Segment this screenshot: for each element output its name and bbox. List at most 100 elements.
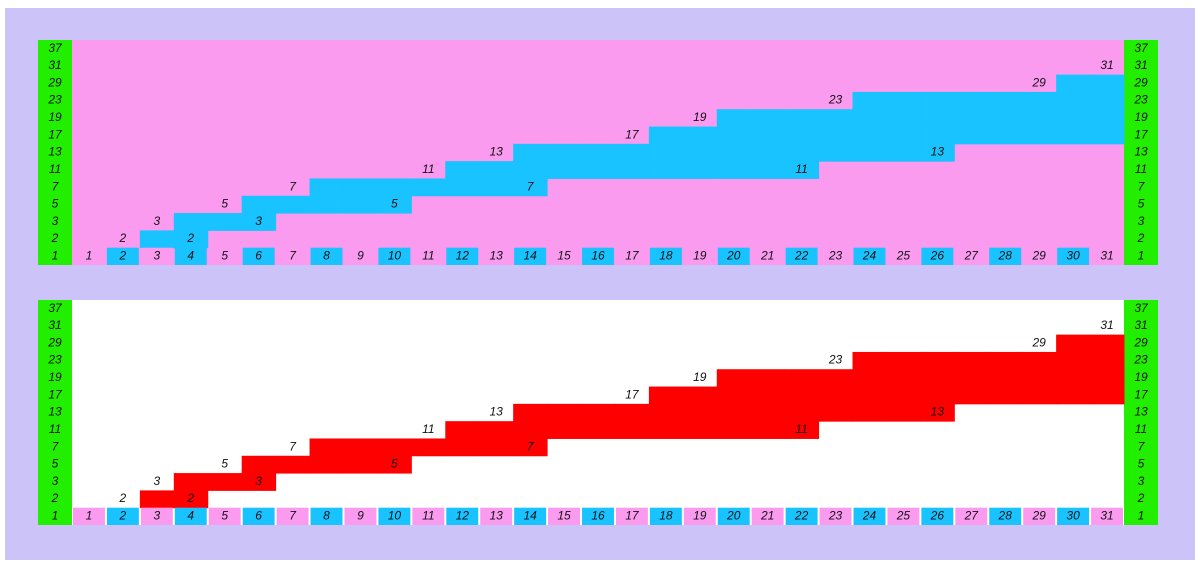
column-cell — [819, 507, 852, 525]
band-cell — [784, 143, 820, 162]
row-label: 11 — [1135, 162, 1147, 176]
row-label: 3 — [1138, 474, 1145, 488]
row-label: 37 — [48, 301, 63, 315]
band-cell — [954, 369, 989, 388]
band-cell — [920, 143, 955, 162]
band-cell — [513, 161, 548, 179]
band-cell — [886, 369, 921, 388]
column-cell — [412, 247, 445, 265]
column-cell — [106, 247, 139, 265]
column-label: 26 — [930, 509, 945, 523]
band-cell — [988, 386, 1023, 405]
column-cell — [683, 507, 716, 525]
band-cell — [852, 91, 887, 110]
column-label: 6 — [255, 509, 262, 523]
column-cell — [683, 247, 716, 265]
cell-label: 11 — [422, 422, 434, 436]
band-cell — [445, 161, 480, 179]
cell-label: 11 — [422, 162, 434, 176]
band-cell — [581, 161, 616, 179]
band-cell — [920, 126, 955, 145]
band-cell — [886, 351, 921, 370]
column-label: 2 — [119, 249, 127, 263]
column-label: 15 — [557, 509, 571, 523]
band-cell — [309, 438, 344, 457]
cell-label: 2 — [186, 491, 194, 505]
column-label: 25 — [896, 509, 911, 523]
band-cell — [581, 143, 616, 162]
column-label: 31 — [1100, 509, 1113, 523]
band-cell — [750, 403, 786, 422]
band-cell — [1022, 386, 1057, 405]
row-label: 2 — [51, 491, 59, 505]
column-cell — [310, 507, 343, 525]
column-label: 12 — [456, 249, 470, 263]
band-cell — [1022, 351, 1057, 370]
column-cell — [446, 247, 479, 265]
column-cell — [819, 247, 852, 265]
column-cell — [344, 247, 377, 265]
band-cell — [818, 143, 854, 162]
row-label: 29 — [47, 75, 62, 89]
band-cell — [207, 213, 243, 231]
column-label: 16 — [591, 509, 605, 523]
row-label: 1 — [1138, 509, 1145, 523]
band-cell — [614, 161, 650, 179]
column-label: 27 — [964, 249, 980, 263]
band-cell — [513, 438, 548, 457]
row-label: 29 — [1133, 335, 1148, 349]
band-cell — [750, 161, 786, 179]
column-label: 10 — [388, 509, 402, 523]
band-cell — [275, 195, 311, 214]
cell-label: 23 — [828, 353, 843, 367]
row-label: 23 — [1133, 93, 1148, 107]
column-label: 18 — [659, 249, 673, 263]
column-cell — [582, 507, 614, 525]
column-label: 23 — [828, 249, 843, 263]
band-cell — [988, 126, 1023, 145]
row-label: 3 — [1138, 214, 1145, 228]
column-label: 1 — [86, 249, 93, 263]
cell-label: 31 — [1100, 58, 1113, 72]
row-label: 2 — [51, 231, 59, 245]
column-label: 24 — [862, 509, 877, 523]
band-cell — [716, 143, 752, 162]
column-cell — [480, 507, 513, 525]
column-label: 3 — [153, 249, 160, 263]
column-cell — [344, 507, 377, 525]
band-cell — [614, 143, 650, 162]
band-cell — [954, 109, 989, 128]
cell-label: 29 — [1031, 75, 1046, 89]
row-label: 31 — [1134, 58, 1147, 72]
column-cell — [649, 247, 682, 265]
band-cell — [1090, 334, 1125, 353]
band-cell — [784, 386, 820, 405]
row-label: 7 — [1138, 179, 1146, 193]
column-cell — [1091, 247, 1123, 265]
column-cell — [548, 507, 581, 525]
band-cell — [513, 178, 548, 197]
cell-label: 7 — [527, 439, 535, 453]
band-cell — [513, 143, 548, 162]
band-cell — [1090, 126, 1125, 145]
column-cell — [853, 507, 886, 525]
column-cell — [1023, 247, 1056, 265]
band-cell — [1056, 91, 1091, 110]
band-cell — [581, 421, 616, 439]
column-label: 17 — [625, 509, 640, 523]
cell-label: 17 — [625, 127, 640, 141]
band-cell — [886, 91, 921, 110]
band-cell — [343, 438, 378, 457]
column-cell — [717, 247, 750, 265]
row-label-column — [38, 300, 72, 525]
column-label: 9 — [357, 509, 364, 523]
cell-label: 23 — [828, 93, 843, 107]
band-cell — [852, 386, 887, 405]
band-cell — [343, 178, 378, 197]
band-cell — [614, 421, 650, 439]
column-label: 14 — [523, 249, 537, 263]
column-label: 28 — [998, 509, 1013, 523]
column-cell — [955, 247, 988, 265]
band-cell — [377, 178, 412, 197]
row-label: 29 — [1133, 75, 1148, 89]
